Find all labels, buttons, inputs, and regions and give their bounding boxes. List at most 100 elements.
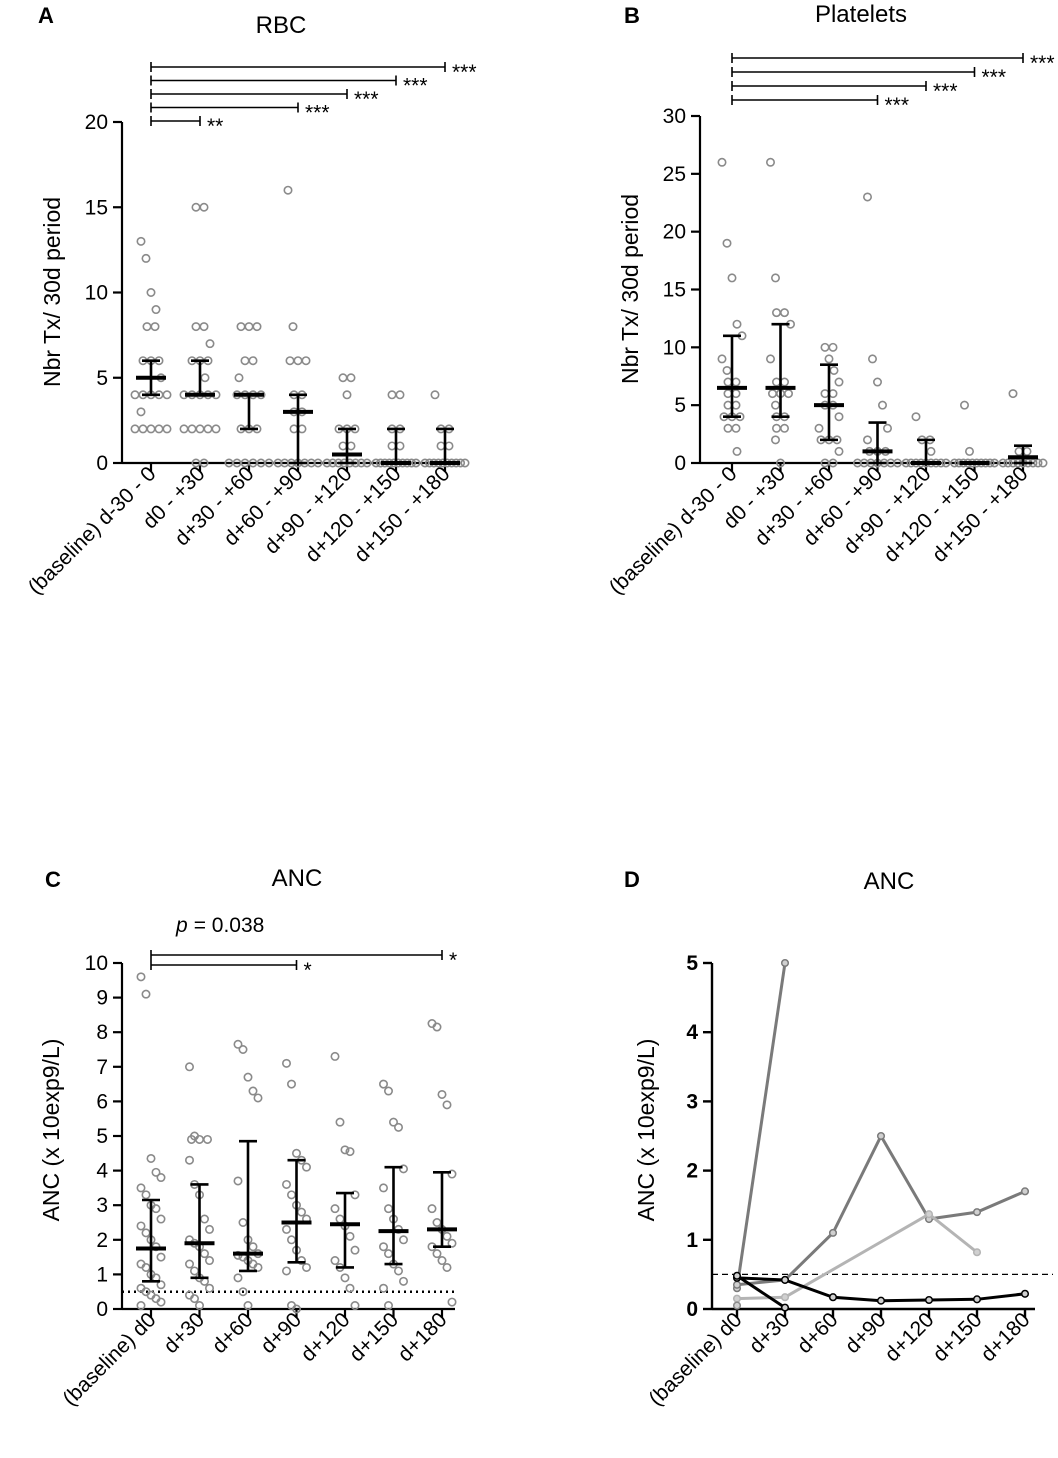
y-tick-label: 4 [686, 1021, 698, 1044]
data-point [911, 412, 921, 422]
data-point [338, 373, 348, 383]
data-point [264, 458, 274, 468]
panel-b-title: Platelets [815, 1, 907, 28]
data-point [395, 390, 405, 400]
data-point [151, 305, 161, 315]
data-point [253, 1262, 263, 1272]
data-point [775, 458, 785, 468]
series-point-dark-gray-2 [732, 1280, 742, 1289]
data-point [378, 1242, 388, 1252]
data-point [770, 400, 780, 410]
data-point [350, 1190, 360, 1200]
data-point [156, 1252, 166, 1262]
data-point [301, 356, 311, 366]
series-point-black-1 [972, 1295, 982, 1304]
series-line-light-gray [736, 1212, 978, 1301]
data-point [393, 1266, 403, 1276]
data-point [862, 435, 872, 445]
data-point [964, 446, 974, 456]
data-point [313, 458, 323, 468]
data-point [162, 390, 172, 400]
x-tick-label: (baseline) d-30 - 0 [24, 462, 161, 599]
data-point [191, 202, 201, 212]
data-point [330, 1204, 340, 1214]
series-point-black-1 [1020, 1289, 1030, 1298]
data-point [872, 377, 882, 387]
panel-c-label: C [45, 867, 61, 892]
panel-d-label: D [624, 867, 640, 892]
y-tick-label: 1 [686, 1229, 698, 1252]
data-point [717, 157, 727, 167]
series-point-black-1 [876, 1296, 886, 1305]
x-tick-label: d+30 [159, 1308, 209, 1358]
data-point [779, 377, 789, 387]
data-point [828, 389, 838, 399]
data-point [141, 1190, 151, 1200]
data-point [146, 1153, 156, 1163]
data-point [240, 356, 250, 366]
data-point [442, 1100, 452, 1110]
y-tick-label: 20 [85, 111, 108, 134]
data-point [398, 1276, 408, 1286]
data-point [398, 1164, 408, 1174]
data-point [350, 1301, 360, 1311]
data-point [238, 1218, 248, 1228]
y-tick-label: 10 [663, 336, 686, 359]
data-point [301, 1262, 311, 1272]
data-point [205, 1256, 215, 1266]
y-tick-label: 5 [686, 952, 698, 975]
data-point [286, 1079, 296, 1089]
data-point [722, 238, 732, 248]
data-point [233, 1273, 243, 1283]
data-point [285, 356, 295, 366]
y-tick-label: 0 [96, 1298, 108, 1321]
data-point [156, 1297, 166, 1307]
x-tick-label: d+120 [297, 1308, 355, 1366]
data-point [150, 322, 160, 332]
data-point [151, 1167, 161, 1177]
data-point [828, 342, 838, 352]
panel-c: C ANC ANC (x 10exp9/L) p = 0.038 0 1 2 3 4 5 6 7… [38, 865, 457, 1410]
significance-label: *** [933, 80, 958, 103]
data-point [727, 273, 737, 283]
data-point [238, 1045, 248, 1055]
data-point [236, 322, 246, 332]
data-point [243, 1072, 253, 1082]
panel-b-ylabel: Nbr Tx/ 30d period [617, 194, 643, 384]
data-point [291, 1148, 301, 1158]
data-point [200, 373, 210, 383]
data-point [437, 1089, 447, 1099]
data-point [248, 356, 258, 366]
pvalue-text: = 0.038 [194, 914, 265, 937]
x-tick-label: (baseline) d0 [644, 1308, 746, 1410]
data-point [162, 424, 172, 434]
y-tick-label: 2 [686, 1160, 698, 1183]
data-point [136, 1221, 146, 1231]
data-point [1033, 458, 1043, 468]
data-point [722, 365, 732, 375]
data-point [154, 424, 164, 434]
data-point [253, 1093, 263, 1103]
data-point [432, 1249, 442, 1259]
data-point [427, 1204, 437, 1214]
data-point [136, 1183, 146, 1193]
data-point [1008, 389, 1018, 399]
data-point [436, 441, 446, 451]
data-point [191, 322, 201, 332]
data-point [156, 1173, 166, 1183]
data-point [877, 400, 887, 410]
x-tick-label: d+180 [394, 1308, 452, 1366]
data-point [901, 458, 911, 468]
y-tick-label: 3 [686, 1090, 698, 1113]
data-point [130, 390, 140, 400]
data-point [444, 441, 454, 451]
data-point [723, 400, 733, 410]
series-point-light-gray [972, 1248, 982, 1257]
data-point [286, 1190, 296, 1200]
significance-label: * [449, 949, 457, 972]
data-point [771, 423, 781, 433]
data-point [779, 423, 789, 433]
data-point [882, 423, 892, 433]
data-point [138, 424, 148, 434]
